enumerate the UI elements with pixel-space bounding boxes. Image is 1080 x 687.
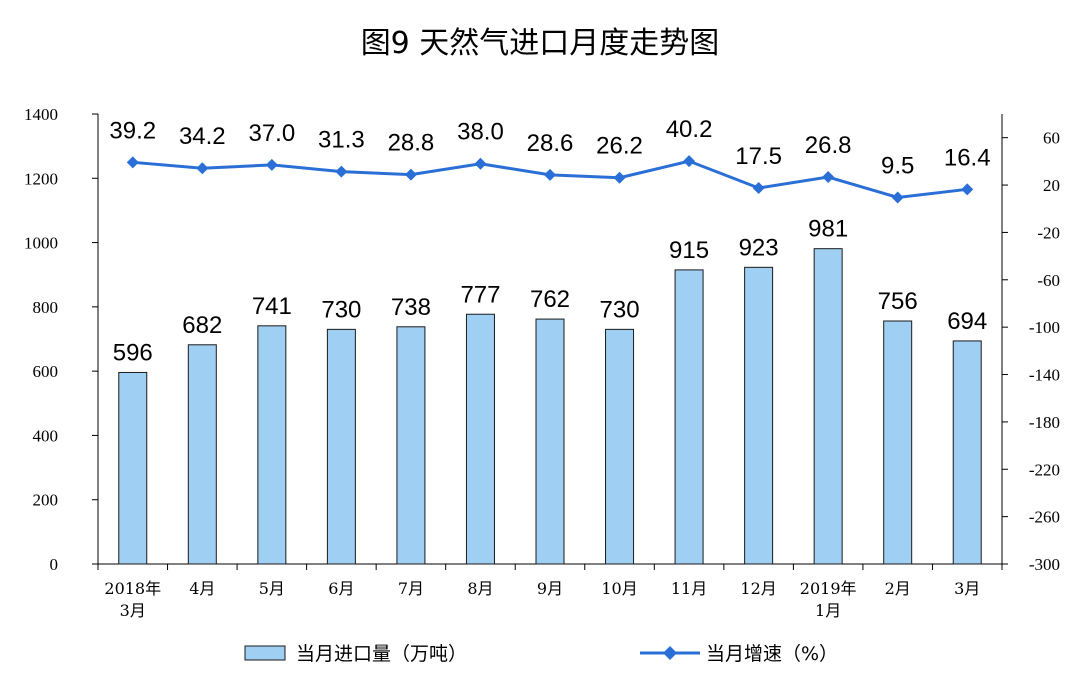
- x-axis-category-label: 2月: [885, 579, 911, 598]
- bar: [535, 318, 565, 565]
- bar: [883, 320, 913, 565]
- line-data-label: 9.5: [881, 152, 914, 179]
- line-data-label: 28.8: [388, 130, 435, 157]
- line-point-marker: [474, 157, 487, 170]
- line-point-marker: [196, 162, 209, 175]
- legend: 当月进口量（万吨） 当月增速（%）: [244, 643, 838, 665]
- bar-data-label: 741: [252, 293, 292, 320]
- legend-line-marker: [663, 646, 677, 660]
- line-data-label: 26.8: [805, 132, 852, 159]
- bar: [952, 340, 982, 565]
- x-axis-category-label: 1月: [815, 601, 841, 620]
- x-axis-category-label: 2019年: [800, 579, 857, 598]
- line-point-marker: [822, 171, 835, 183]
- bar: [257, 325, 287, 565]
- x-axis-category-label: 10月: [601, 579, 637, 598]
- bar-data-label: 981: [808, 216, 848, 243]
- bar: [605, 328, 635, 565]
- right-axis-tick-label: -180: [1029, 413, 1060, 432]
- right-axis-tick-label: 20: [1043, 176, 1060, 195]
- right-axis-tick-label: -60: [1037, 271, 1060, 290]
- legend-bar-swatch: [244, 645, 286, 661]
- left-axis-tick-label: 1000: [24, 234, 58, 253]
- x-axis-category-label: 12月: [740, 579, 776, 598]
- bar-data-label: 738: [391, 294, 431, 321]
- bar: [674, 269, 704, 565]
- line-data-label: 38.0: [457, 119, 504, 146]
- bar-data-label: 762: [530, 286, 570, 313]
- bar-data-label: 694: [947, 308, 987, 335]
- right-axis-tick-label: -20: [1037, 223, 1060, 242]
- left-axis-tick-label: 400: [33, 426, 59, 445]
- chart-title: 图9 天然气进口月度走势图: [360, 26, 720, 61]
- x-axis-category-label: 8月: [467, 579, 493, 598]
- bar-data-label: 915: [669, 237, 709, 264]
- line-data-label: 39.2: [109, 117, 156, 144]
- right-axis-tick-label: -220: [1029, 460, 1060, 479]
- left-axis-tick-label: 1400: [24, 105, 58, 124]
- x-axis-category-label: 4月: [189, 579, 215, 598]
- line-point-marker: [544, 168, 556, 181]
- right-axis-tick-label: -100: [1029, 318, 1060, 337]
- bar: [187, 344, 217, 565]
- x-axis-category-label: 2018年: [104, 579, 161, 598]
- line-point-marker: [613, 171, 626, 184]
- axes: 0 200 400 600 800 1000 1200 1400 -300 -260 -220 -18…: [24, 105, 1060, 620]
- left-axis-tick-label: 200: [33, 491, 59, 510]
- right-axis-tick-label: -260: [1029, 508, 1060, 527]
- left-axis-tick-label: 0: [50, 555, 59, 574]
- left-axis-tick-label: 800: [33, 298, 59, 317]
- legend-bar-label: 当月进口量（万吨）: [296, 643, 467, 665]
- bar: [326, 328, 356, 565]
- bar: [396, 326, 426, 565]
- x-axis-category-label: 9月: [537, 579, 563, 598]
- left-axis-tick-label: 600: [33, 362, 59, 381]
- line-data-label: 31.3: [318, 127, 365, 154]
- line-data-label: 40.2: [666, 116, 713, 143]
- x-axis-category-label: 3月: [120, 601, 146, 620]
- x-axis-category-label: 3月: [954, 579, 980, 598]
- line-series: 39.2 34.2 37.0 31.3 28.8 38.0 28.6 26.2 40.2 17.5…: [109, 116, 991, 204]
- line-point-marker: [961, 183, 974, 196]
- line-point-marker: [265, 158, 278, 171]
- left-axis-tick-label: 1200: [24, 169, 58, 188]
- x-axis-category-label: 11月: [671, 579, 707, 598]
- bar-data-label: 923: [739, 234, 779, 261]
- x-axis-category-label: 5月: [259, 579, 285, 598]
- line-data-label: 16.4: [944, 144, 991, 171]
- line-point-marker: [683, 155, 696, 168]
- x-axis-category-label: 7月: [398, 579, 424, 598]
- bar-data-label: 682: [182, 312, 222, 339]
- line-point-marker: [752, 182, 765, 195]
- line-data-label: 37.0: [248, 120, 295, 147]
- line-data-label: 34.2: [179, 123, 226, 150]
- line-point-marker: [891, 191, 904, 204]
- bar-data-label: 596: [113, 339, 153, 366]
- bar: [813, 248, 843, 565]
- x-axis-category-label: 6月: [328, 579, 354, 598]
- line-data-label: 26.2: [596, 133, 643, 160]
- bar-data-label: 730: [321, 296, 361, 323]
- right-axis-tick-label: 60: [1043, 129, 1060, 148]
- right-axis-tick-label: -300: [1029, 555, 1060, 574]
- line-data-label: 17.5: [735, 143, 782, 170]
- line-point-marker: [335, 165, 348, 178]
- bar-data-label: 730: [600, 296, 640, 323]
- bar-data-label: 777: [460, 281, 500, 308]
- bar-series: 596 682 741 730 738 777 762 730 915 923 981 756 694: [113, 216, 987, 565]
- bar-data-label: 756: [878, 288, 918, 315]
- bar: [465, 313, 495, 565]
- right-axis-tick-label: -140: [1029, 366, 1060, 385]
- bar: [744, 266, 774, 565]
- bar: [118, 371, 148, 565]
- line-point-marker: [404, 168, 417, 181]
- line-data-label: 28.6: [527, 130, 574, 157]
- legend-line-label: 当月增速（%）: [706, 643, 838, 665]
- line-point-marker: [126, 156, 139, 169]
